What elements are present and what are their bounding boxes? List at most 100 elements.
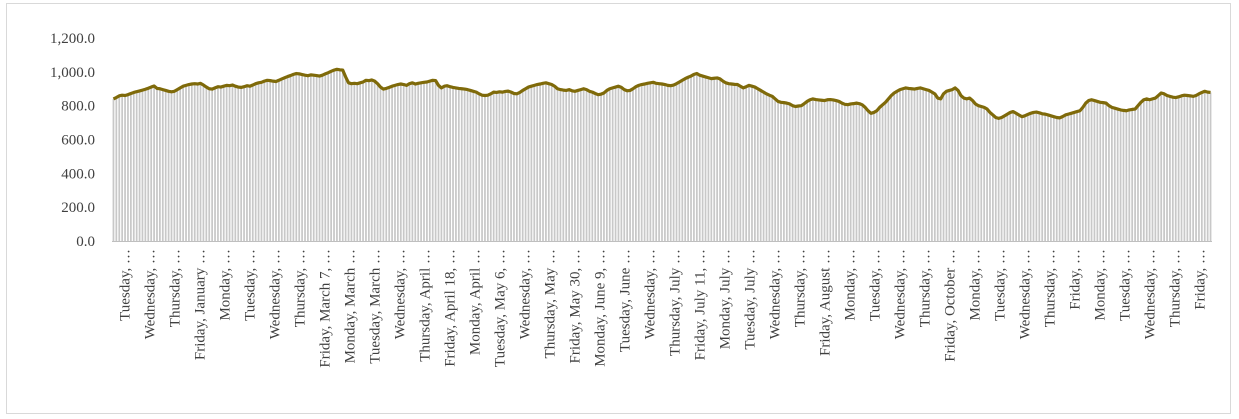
bar-267 — [887, 98, 890, 242]
bar-238 — [803, 103, 806, 241]
bar-128 — [484, 95, 486, 242]
bar-51 — [260, 82, 263, 241]
bar-122 — [466, 89, 469, 241]
bar-328 — [1064, 114, 1067, 241]
bar-303 — [992, 114, 994, 241]
bar-70 — [315, 75, 318, 241]
x-tick-label: Friday, May 30, … — [568, 249, 584, 363]
bar-366 — [1174, 97, 1177, 241]
bar-75 — [330, 71, 332, 241]
bar-31 — [202, 85, 205, 241]
bar-126 — [478, 93, 481, 241]
x-tick-label: Wednesday, … — [893, 249, 909, 339]
bar-1 — [115, 97, 118, 241]
bar-133 — [498, 91, 501, 241]
bar-212 — [727, 83, 730, 241]
bar-319 — [1038, 112, 1041, 242]
bar-368 — [1180, 95, 1183, 241]
bar-156 — [565, 90, 568, 241]
bar-269 — [893, 92, 896, 241]
x-tick-label: Friday, August … — [818, 249, 834, 356]
bar-190 — [664, 84, 666, 242]
bar-21 — [173, 91, 176, 241]
bar-338 — [1093, 100, 1096, 241]
x-tick-label: Tuesday, … — [993, 249, 1009, 321]
bar-195 — [678, 81, 681, 241]
bar-24 — [182, 86, 184, 242]
bar-198 — [687, 77, 689, 241]
bar-259 — [864, 107, 867, 241]
bar-83 — [353, 83, 356, 241]
bar-20 — [170, 91, 173, 241]
bar-325 — [1055, 117, 1058, 241]
bar-114 — [443, 86, 446, 242]
bar-130 — [489, 93, 492, 241]
bar-97 — [394, 85, 396, 242]
x-tick-label: Tuesday, July … — [743, 249, 759, 350]
bar-71 — [318, 76, 321, 241]
bar-93 — [382, 89, 385, 241]
bar-183 — [643, 84, 646, 241]
y-tick-label: 800.0 — [61, 99, 95, 115]
bar-91 — [376, 83, 379, 241]
bar-266 — [884, 102, 887, 241]
bar-181 — [637, 85, 640, 242]
bar-326 — [1058, 117, 1061, 241]
bar-299 — [980, 106, 983, 241]
bar-28 — [193, 83, 196, 241]
bar-219 — [748, 85, 750, 242]
x-tick-label: Tuesday, … — [1118, 249, 1134, 321]
bar-285 — [939, 98, 942, 242]
bar-365 — [1171, 97, 1174, 242]
bar-353 — [1137, 105, 1139, 241]
bar-262 — [873, 112, 875, 242]
bar-258 — [861, 104, 864, 241]
y-tick-label: 0.0 — [76, 234, 95, 250]
bar-356 — [1145, 98, 1148, 242]
bar-108 — [426, 81, 428, 241]
bar-74 — [327, 72, 330, 242]
bar-371 — [1189, 95, 1192, 241]
bar-76 — [333, 70, 335, 241]
bar-112 — [437, 85, 440, 242]
bar-38 — [222, 86, 225, 242]
bar-226 — [768, 95, 771, 242]
bar-85 — [359, 82, 362, 241]
bar-10 — [141, 90, 144, 241]
bar-180 — [635, 86, 637, 241]
bar-189 — [661, 84, 663, 241]
bar-187 — [655, 83, 658, 241]
bar-17 — [161, 89, 164, 241]
bar-234 — [791, 105, 794, 241]
bar-251 — [841, 103, 843, 241]
bar-194 — [675, 83, 678, 241]
bar-18 — [164, 90, 167, 241]
x-tick-label: Thursday, July … — [668, 249, 684, 356]
bar-188 — [658, 83, 660, 241]
x-tick-label: Friday, … — [1193, 249, 1209, 310]
bar-33 — [208, 88, 211, 241]
bar-141 — [521, 90, 524, 241]
x-tick-label: Friday, July 11, … — [693, 249, 709, 360]
bar-107 — [423, 82, 425, 241]
bar-364 — [1169, 96, 1171, 241]
bar-302 — [989, 112, 991, 242]
bar-264 — [878, 107, 881, 241]
bar-99 — [399, 84, 402, 241]
x-tick-label: Wednesday, … — [268, 249, 284, 339]
bar-362 — [1163, 93, 1165, 241]
x-tick-label: Friday, October … — [943, 249, 959, 362]
bar-375 — [1200, 92, 1203, 241]
bar-178 — [629, 90, 631, 241]
bar-207 — [713, 78, 716, 241]
bar-369 — [1183, 95, 1186, 242]
bar-327 — [1061, 116, 1064, 241]
bar-89 — [370, 79, 373, 241]
bar-341 — [1102, 102, 1105, 242]
x-tick-label: Monday, April … — [468, 249, 484, 355]
bar-324 — [1052, 116, 1055, 241]
bar-55 — [272, 81, 274, 241]
bar-271 — [899, 89, 901, 241]
bar-241 — [812, 98, 814, 242]
